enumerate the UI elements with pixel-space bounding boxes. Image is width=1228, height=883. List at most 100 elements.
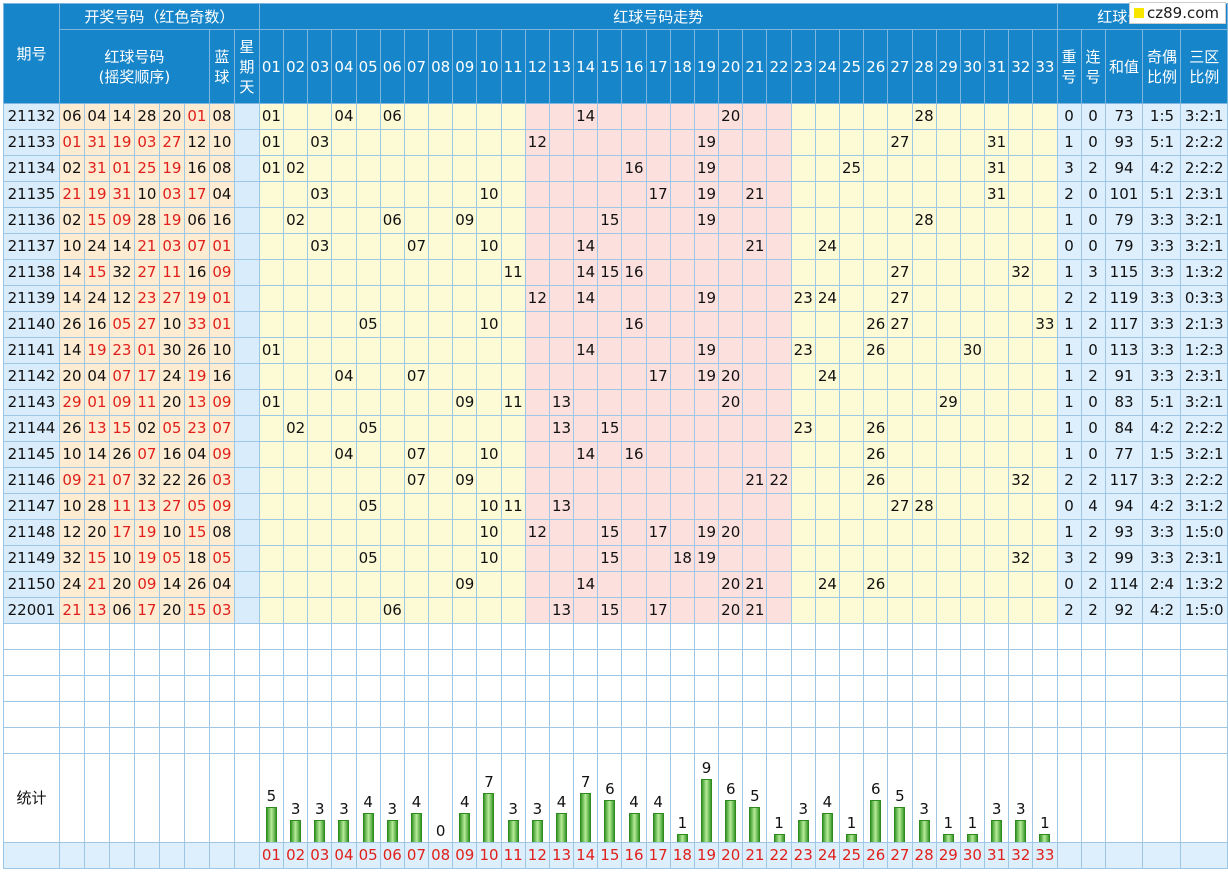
trend-cell: 02 [283, 415, 309, 442]
consec-cell: 2 [1080, 363, 1106, 390]
blank-cell [208, 623, 235, 650]
trend-cell [597, 337, 623, 364]
trend-cell [790, 103, 816, 130]
trend-cell [959, 259, 986, 286]
trend-cell: 19 [693, 337, 720, 364]
red-ball-cell: 16 [158, 441, 185, 468]
trend-cell [935, 181, 961, 208]
trend-cell [307, 441, 333, 468]
weekday-label-char: 星 [239, 37, 255, 56]
blank-cell [718, 727, 744, 754]
trend-cell [838, 415, 865, 442]
bar-wrap: 0 [430, 755, 452, 842]
blank-cell [476, 623, 502, 650]
trend-cell [669, 441, 695, 468]
trend-cell [790, 389, 816, 416]
consec-cell: 0 [1080, 233, 1106, 260]
trend-cell [548, 571, 575, 598]
stats-empty-cell [1104, 753, 1144, 843]
blank-cell [428, 675, 454, 702]
trend-cell [814, 337, 840, 364]
period-cell: 21145 [3, 441, 60, 468]
trend-cell [331, 285, 357, 312]
blank-row [3, 727, 1228, 754]
trend-cell: 18 [669, 545, 695, 572]
trend-cell [838, 493, 865, 520]
red-ball-cell: 15 [183, 597, 210, 624]
axis-tick-label: 26 [863, 842, 889, 869]
red-ball-cell: 02 [58, 155, 85, 182]
trend-cell [887, 571, 913, 598]
trend-cell [403, 493, 430, 520]
trend-cell [355, 285, 381, 312]
repeat-header: 重号 [1056, 29, 1082, 104]
red-ball-cell: 17 [133, 363, 160, 390]
blank-cell [645, 649, 671, 676]
red-ball-cell: 05 [108, 311, 135, 338]
trend-cell: 16 [621, 441, 647, 468]
blank-cell [258, 623, 285, 650]
bar-value-label: 1 [846, 814, 857, 832]
red-ball-cell: 23 [183, 415, 210, 442]
repeat-cell: 3 [1056, 155, 1082, 182]
trend-cell [379, 571, 405, 598]
trend-cell: 14 [573, 337, 599, 364]
trend-cell: 07 [403, 363, 430, 390]
trend-cell [790, 571, 816, 598]
trend-cell [379, 519, 405, 546]
trend-cell [379, 363, 405, 390]
red-ball-cell: 19 [133, 519, 160, 546]
trend-cell [693, 493, 720, 520]
blank-cell [1104, 727, 1144, 754]
bar-wrap: 4 [647, 755, 669, 842]
trend-cell [331, 493, 357, 520]
blank-cell [911, 623, 937, 650]
trend-cell [984, 389, 1010, 416]
trend-cell [1008, 363, 1034, 390]
trend-cell [283, 363, 309, 390]
trend-cell [693, 103, 720, 130]
stats-bar-cell: 1 [959, 753, 986, 843]
blank-cell [597, 727, 623, 754]
trend-cell [307, 207, 333, 234]
blank-cell [911, 727, 937, 754]
stats-empty-cell [58, 753, 85, 843]
blank-cell [133, 649, 160, 676]
weekday-cell [233, 181, 260, 208]
blank-cell [208, 675, 235, 702]
trend-cell [621, 415, 647, 442]
trend-cell: 29 [935, 389, 961, 416]
red-ball-cell: 25 [133, 155, 160, 182]
trend-cell [331, 181, 357, 208]
trend-cell [911, 545, 937, 572]
red-ball-cell: 24 [158, 363, 185, 390]
trend-cell [1008, 441, 1034, 468]
blank-cell [108, 623, 135, 650]
trend-cell [645, 311, 671, 338]
blank-cell [959, 649, 986, 676]
trend-cell [331, 467, 357, 494]
site-logo[interactable]: cz89.com [1128, 2, 1226, 24]
blank-cell [379, 675, 405, 702]
trend-cell: 14 [573, 259, 599, 286]
oddeven-cell: 3:3 [1142, 467, 1182, 494]
trend-cell [379, 259, 405, 286]
trend-cell [573, 467, 599, 494]
blank-cell [766, 675, 792, 702]
trend-cell [452, 545, 478, 572]
stats-empty-cell [1142, 753, 1182, 843]
oddeven-cell: 3:3 [1142, 545, 1182, 572]
bar-18 [676, 834, 688, 842]
trend-cell [814, 597, 840, 624]
repeat-cell: 1 [1056, 441, 1082, 468]
period-cell: 21143 [3, 389, 60, 416]
axis-tick-label: 27 [887, 842, 913, 869]
bar-16 [628, 813, 640, 842]
trend-cell [307, 597, 333, 624]
consec-cell: 0 [1080, 441, 1106, 468]
trend-cell [814, 155, 840, 182]
number-column-header: 20 [718, 29, 744, 104]
trend-cell [984, 415, 1010, 442]
red-ball-cell: 15 [183, 519, 210, 546]
axis-tick-label: 10 [476, 842, 502, 869]
